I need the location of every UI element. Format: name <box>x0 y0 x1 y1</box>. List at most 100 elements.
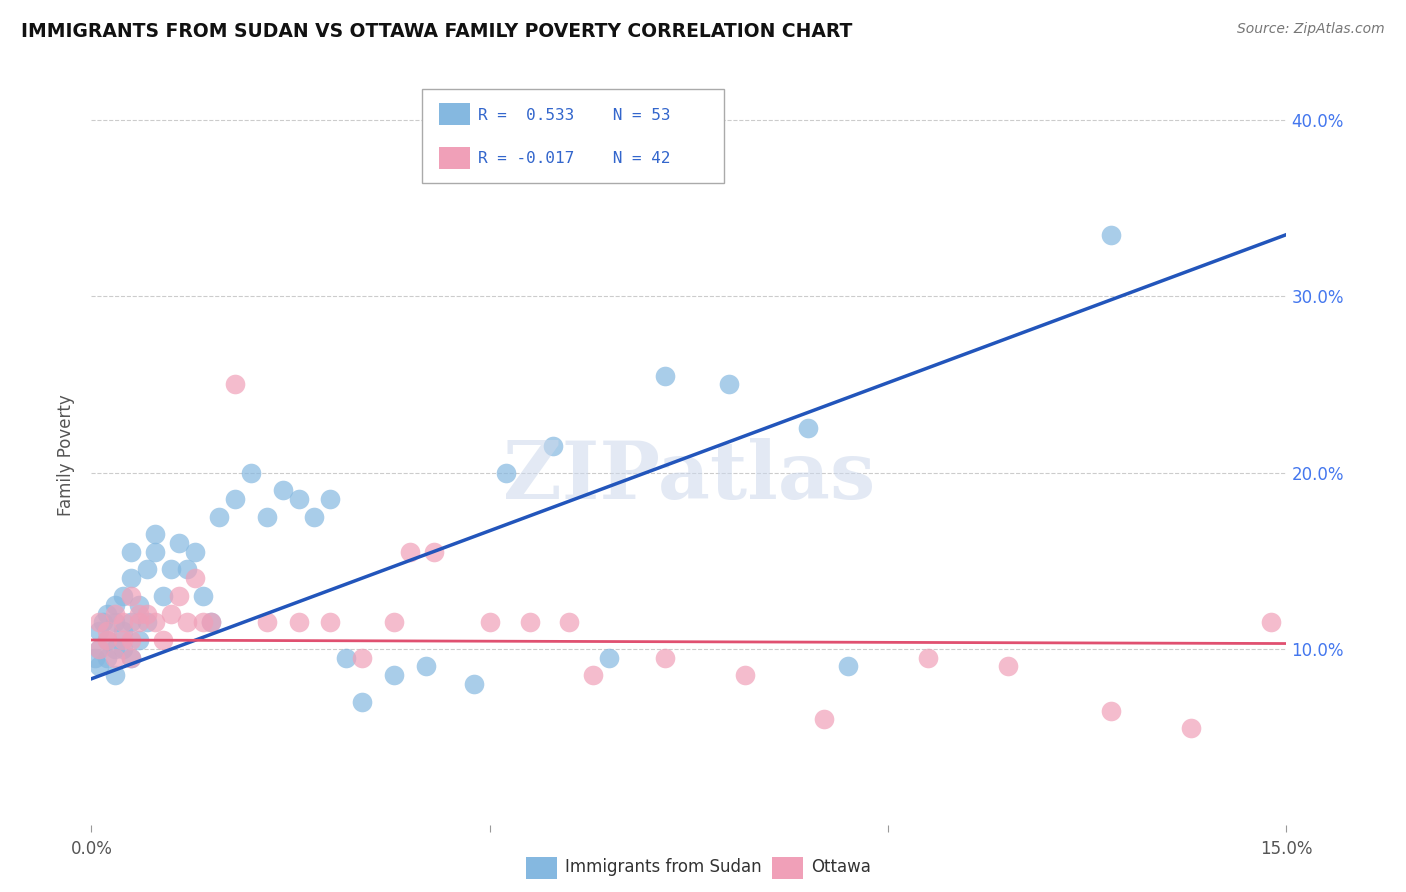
Point <box>104 615 127 630</box>
Point <box>335 650 357 665</box>
Point <box>160 607 183 621</box>
Point <box>136 607 159 621</box>
Point <box>176 562 198 576</box>
Point <box>1099 704 1122 718</box>
Point <box>558 615 581 630</box>
Text: IMMIGRANTS FROM SUDAN VS OTTAWA FAMILY POVERTY CORRELATION CHART: IMMIGRANTS FROM SUDAN VS OTTAWA FAMILY P… <box>21 22 852 41</box>
Point <box>256 509 278 524</box>
Point <box>208 509 231 524</box>
Point <box>104 668 127 682</box>
Point <box>104 607 127 621</box>
Point <box>104 650 127 665</box>
Point <box>813 712 835 726</box>
Point <box>287 491 309 506</box>
Point <box>89 641 111 656</box>
Point <box>352 695 374 709</box>
Point <box>120 615 142 630</box>
Point <box>304 509 326 524</box>
Point <box>136 615 159 630</box>
Text: R =  0.533    N = 53: R = 0.533 N = 53 <box>478 108 671 123</box>
Point <box>287 615 309 630</box>
Point <box>112 633 135 648</box>
Y-axis label: Family Poverty: Family Poverty <box>58 394 76 516</box>
Point <box>734 668 756 682</box>
Point <box>152 633 174 648</box>
Point <box>160 562 183 576</box>
Point <box>399 545 422 559</box>
Point <box>256 615 278 630</box>
Point <box>200 615 222 630</box>
Point <box>128 615 150 630</box>
Point <box>112 624 135 639</box>
Point <box>96 650 118 665</box>
Point <box>582 668 605 682</box>
Point <box>84 650 107 665</box>
Point <box>382 615 405 630</box>
Point <box>104 598 127 612</box>
Point <box>143 545 166 559</box>
Text: Source: ZipAtlas.com: Source: ZipAtlas.com <box>1237 22 1385 37</box>
Point <box>382 668 405 682</box>
Point <box>191 615 214 630</box>
Point <box>598 650 620 665</box>
Point <box>112 589 135 603</box>
Point <box>120 650 142 665</box>
Point <box>1260 615 1282 630</box>
Point <box>89 659 111 673</box>
Point <box>104 641 127 656</box>
Text: R = -0.017    N = 42: R = -0.017 N = 42 <box>478 152 671 167</box>
Point <box>93 615 115 630</box>
Point <box>271 483 294 498</box>
Point <box>200 615 222 630</box>
Point <box>224 377 246 392</box>
Text: Immigrants from Sudan: Immigrants from Sudan <box>565 858 762 876</box>
Point <box>96 633 118 648</box>
Point <box>89 615 111 630</box>
Point <box>224 491 246 506</box>
Point <box>89 641 111 656</box>
Point <box>917 650 939 665</box>
Point <box>543 439 565 453</box>
Point <box>112 615 135 630</box>
Point <box>997 659 1019 673</box>
Point <box>319 615 342 630</box>
Point <box>319 491 342 506</box>
Point <box>136 562 159 576</box>
Point <box>352 650 374 665</box>
Point <box>120 633 142 648</box>
Point <box>112 641 135 656</box>
Point <box>1180 721 1202 735</box>
Point <box>463 677 485 691</box>
Point <box>423 545 446 559</box>
Point <box>128 598 150 612</box>
Point <box>120 650 142 665</box>
Point <box>1099 227 1122 242</box>
Point <box>128 633 150 648</box>
Point <box>152 589 174 603</box>
Point <box>96 633 118 648</box>
Point <box>167 589 190 603</box>
Point <box>120 571 142 585</box>
Point <box>184 571 207 585</box>
Point <box>96 607 118 621</box>
Point <box>128 607 150 621</box>
Point <box>89 624 111 639</box>
Point <box>176 615 198 630</box>
Text: Ottawa: Ottawa <box>811 858 872 876</box>
Point <box>797 421 820 435</box>
Point <box>120 589 142 603</box>
Point <box>120 545 142 559</box>
Point <box>239 466 262 480</box>
Point <box>191 589 214 603</box>
Point <box>654 650 676 665</box>
Point <box>478 615 501 630</box>
Point <box>717 377 740 392</box>
Point <box>167 536 190 550</box>
Point <box>143 527 166 541</box>
Point <box>143 615 166 630</box>
Point <box>654 368 676 383</box>
Point <box>96 624 118 639</box>
Point <box>519 615 541 630</box>
Point <box>837 659 859 673</box>
Text: ZIPatlas: ZIPatlas <box>503 438 875 516</box>
